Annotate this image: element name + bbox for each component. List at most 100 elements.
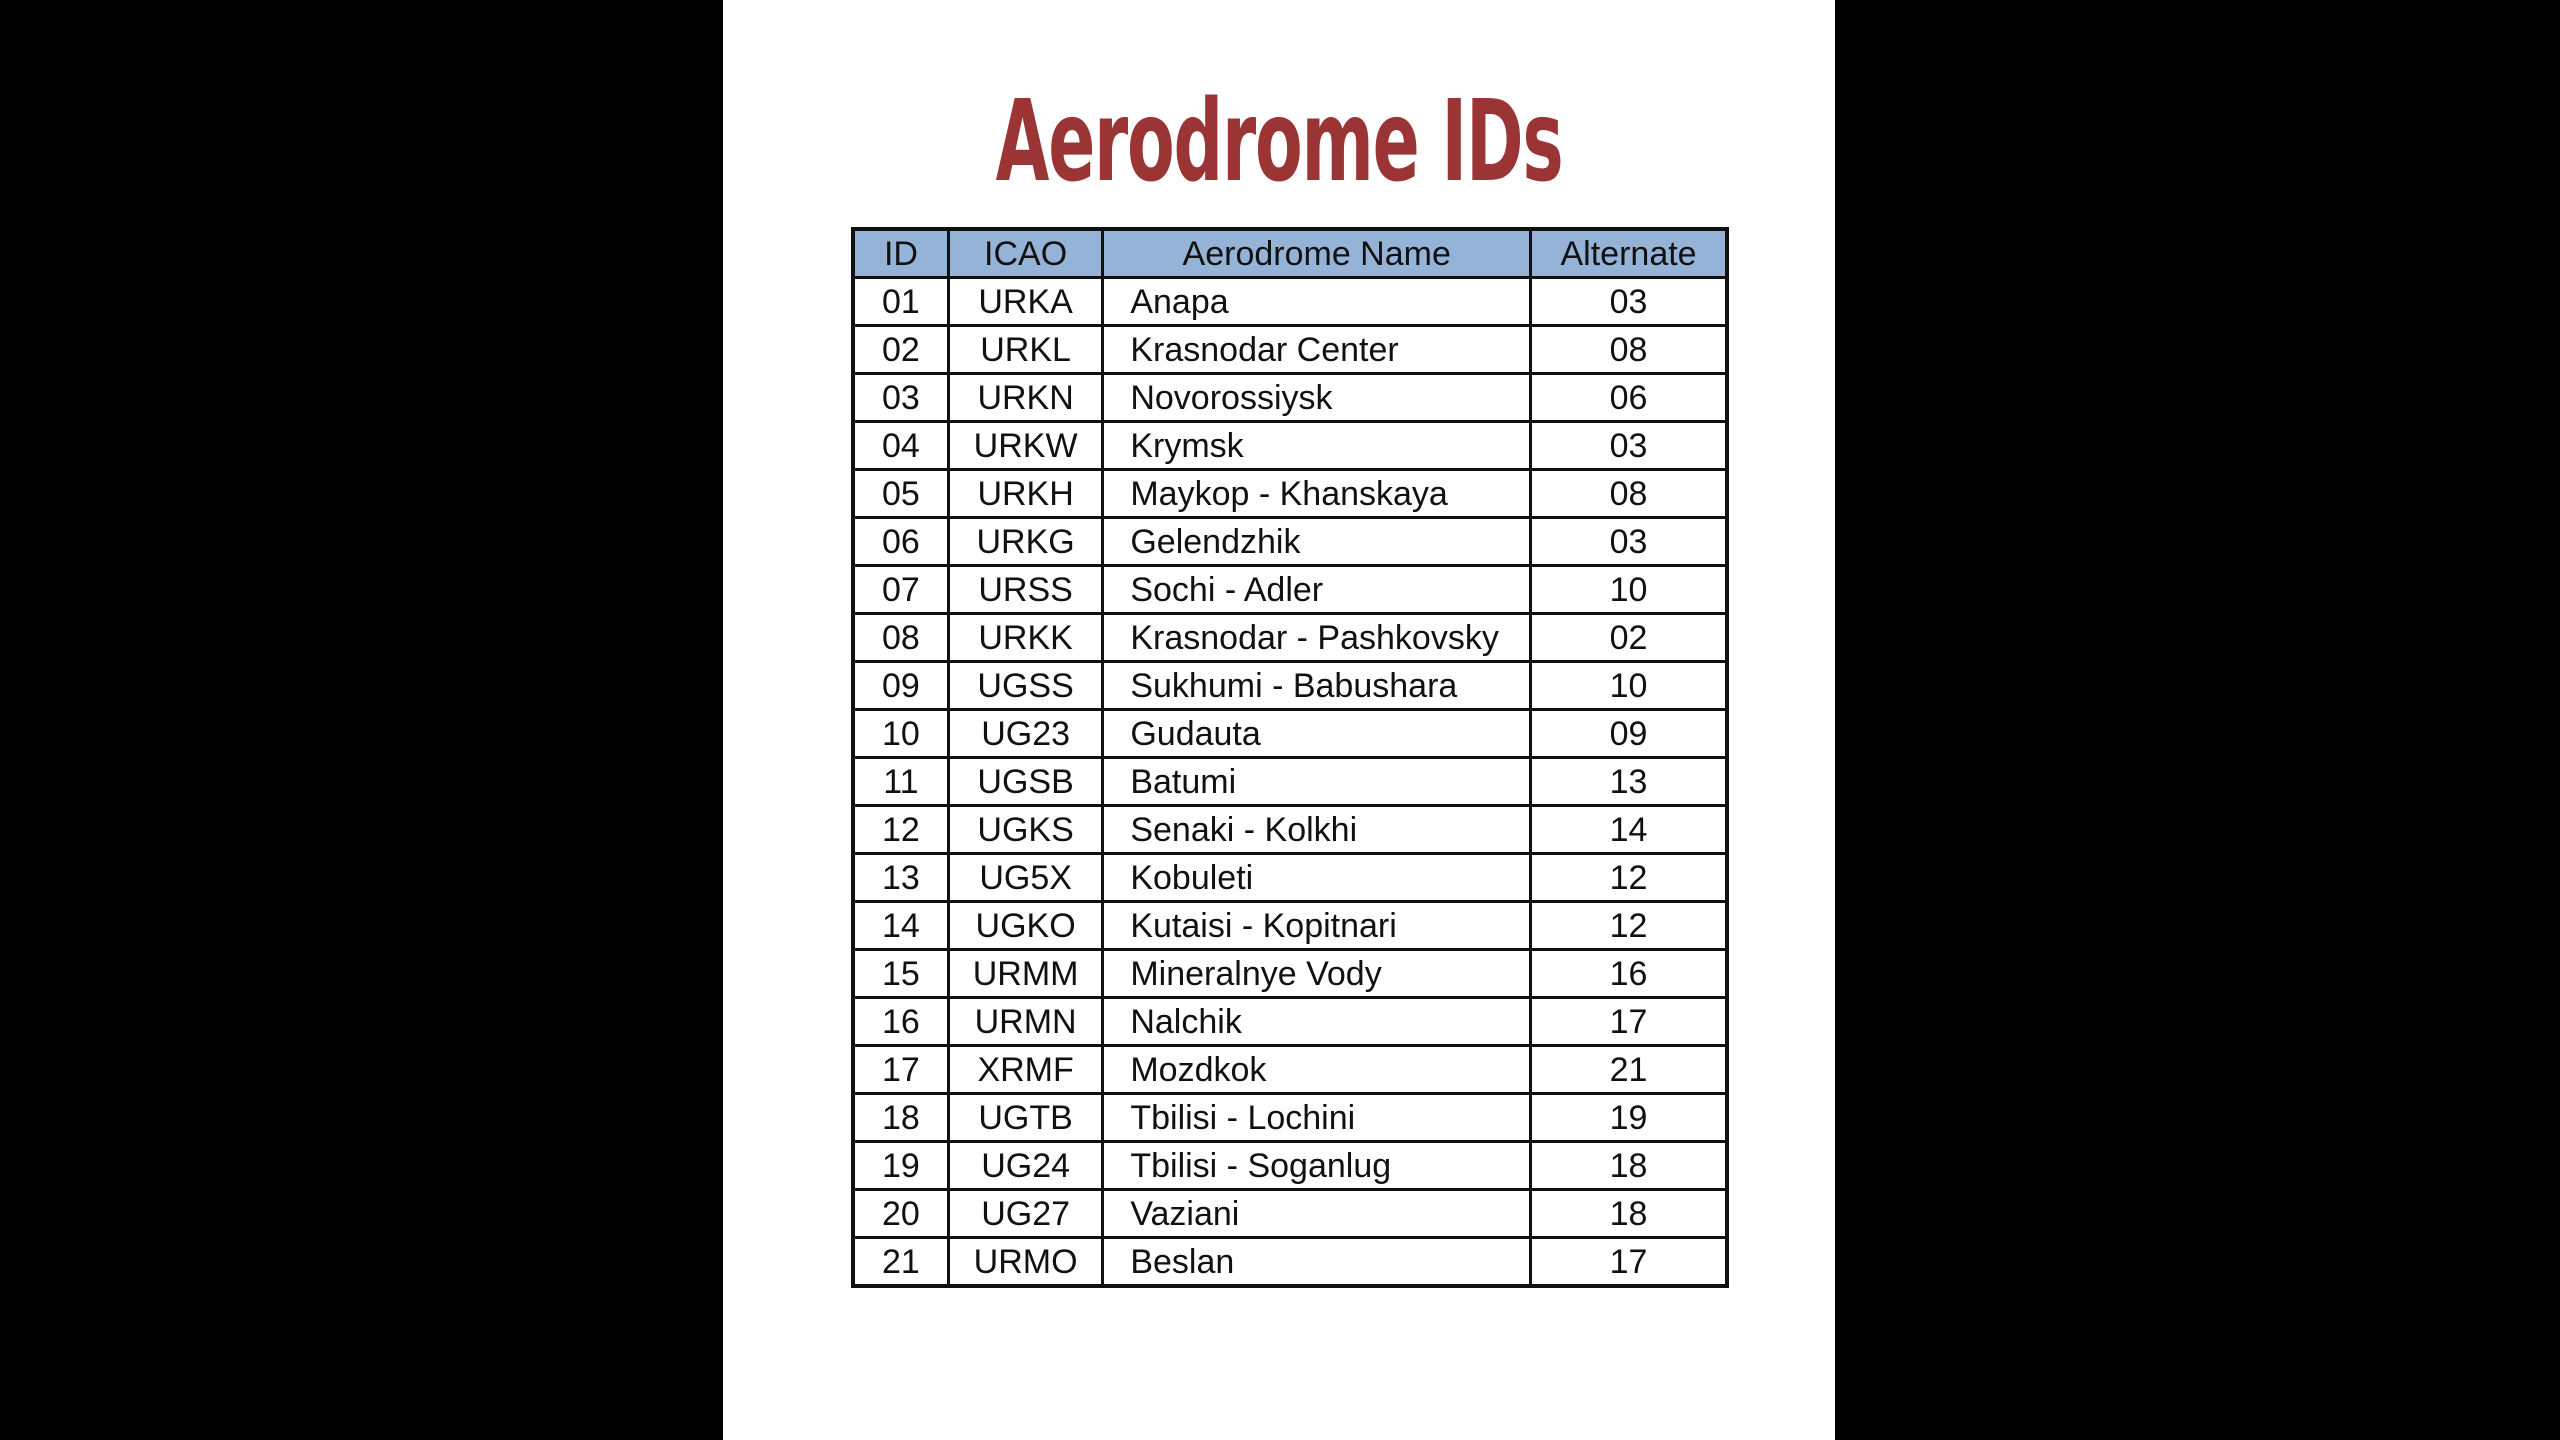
icao-cell: URMO xyxy=(946,1236,1105,1288)
id-cell: 09 xyxy=(851,660,950,711)
table-row: 02 URKL Krasnodar Center 08 xyxy=(851,324,1729,375)
table-row: 21 URMO Beslan 17 xyxy=(851,1236,1729,1288)
aerodrome-name-cell: Tbilisi - Soganlug xyxy=(1101,1140,1533,1191)
id-cell: 07 xyxy=(851,564,950,615)
aerodrome-name-cell: Kutaisi - Kopitnari xyxy=(1101,900,1533,951)
alternate-cell: 08 xyxy=(1529,468,1729,519)
aerodrome-name-cell: Anapa xyxy=(1101,276,1533,327)
id-cell: 04 xyxy=(851,420,950,471)
icao-cell: URKN xyxy=(946,372,1105,423)
icao-cell: UG23 xyxy=(946,708,1105,759)
aerodrome-name-cell: Mozdkok xyxy=(1101,1044,1533,1095)
table-row: 15 URMM Mineralnye Vody 16 xyxy=(851,948,1729,999)
icao-cell: URMM xyxy=(946,948,1105,999)
aerodrome-name-cell: Gudauta xyxy=(1101,708,1533,759)
id-cell: 03 xyxy=(851,372,950,423)
table-row: 13 UG5X Kobuleti 12 xyxy=(851,852,1729,903)
table-row: 19 UG24 Tbilisi - Soganlug 18 xyxy=(851,1140,1729,1191)
alternate-cell: 17 xyxy=(1529,996,1729,1047)
alternate-cell: 08 xyxy=(1529,324,1729,375)
aerodrome-name-cell: Senaki - Kolkhi xyxy=(1101,804,1533,855)
aerodrome-name-cell: Tbilisi - Lochini xyxy=(1101,1092,1533,1143)
id-cell: 06 xyxy=(851,516,950,567)
alternate-cell: 19 xyxy=(1529,1092,1729,1143)
aerodrome-name-cell: Vaziani xyxy=(1101,1188,1533,1239)
icao-cell: UG5X xyxy=(946,852,1105,903)
alternate-cell: 18 xyxy=(1529,1140,1729,1191)
table-row: 11 UGSB Batumi 13 xyxy=(851,756,1729,807)
table-row: 01 URKA Anapa 03 xyxy=(851,276,1729,327)
id-cell: 02 xyxy=(851,324,950,375)
table-row: 20 UG27 Vaziani 18 xyxy=(851,1188,1729,1239)
aerodrome-name-cell: Beslan xyxy=(1101,1236,1533,1288)
aerodrome-name-cell: Krymsk xyxy=(1101,420,1533,471)
icao-cell: UG27 xyxy=(946,1188,1105,1239)
aerodrome-table: ID ICAO Aerodrome Name Alternate 01 URKA A… xyxy=(851,227,1729,1288)
alternate-cell: 14 xyxy=(1529,804,1729,855)
table-row: 17 XRMF Mozdkok 21 xyxy=(851,1044,1729,1095)
table-row: 05 URKH Maykop - Khanskaya 08 xyxy=(851,468,1729,519)
icao-cell: UGKS xyxy=(946,804,1105,855)
id-cell: 14 xyxy=(851,900,950,951)
table-row: 07 URSS Sochi - Adler 10 xyxy=(851,564,1729,615)
id-cell: 20 xyxy=(851,1188,950,1239)
icao-cell: URKH xyxy=(946,468,1105,519)
icao-cell: URMN xyxy=(946,996,1105,1047)
id-cell: 13 xyxy=(851,852,950,903)
icao-cell: URKL xyxy=(946,324,1105,375)
icao-cell: URSS xyxy=(946,564,1105,615)
alternate-cell: 03 xyxy=(1529,276,1729,327)
document-page: Aerodrome IDs ID ICAO Aerodrome Name Alt… xyxy=(723,0,1835,1440)
aerodrome-name-cell: Mineralnye Vody xyxy=(1101,948,1533,999)
id-cell: 19 xyxy=(851,1140,950,1191)
icao-cell: UGSB xyxy=(946,756,1105,807)
id-cell: 16 xyxy=(851,996,950,1047)
aerodrome-name-cell: Novorossiysk xyxy=(1101,372,1533,423)
table-row: 04 URKW Krymsk 03 xyxy=(851,420,1729,471)
header-icao: ICAO xyxy=(946,227,1105,279)
alternate-cell: 12 xyxy=(1529,900,1729,951)
table-row: 06 URKG Gelendzhik 03 xyxy=(851,516,1729,567)
header-aerodrome-name: Aerodrome Name xyxy=(1101,227,1533,279)
table-header-row: ID ICAO Aerodrome Name Alternate xyxy=(851,227,1729,279)
table-row: 14 UGKO Kutaisi - Kopitnari 12 xyxy=(851,900,1729,951)
aerodrome-name-cell: Maykop - Khanskaya xyxy=(1101,468,1533,519)
alternate-cell: 10 xyxy=(1529,564,1729,615)
alternate-cell: 10 xyxy=(1529,660,1729,711)
id-cell: 18 xyxy=(851,1092,950,1143)
header-alternate: Alternate xyxy=(1529,227,1729,279)
table-row: 03 URKN Novorossiysk 06 xyxy=(851,372,1729,423)
id-cell: 21 xyxy=(851,1236,950,1288)
id-cell: 11 xyxy=(851,756,950,807)
icao-cell: UGSS xyxy=(946,660,1105,711)
table-row: 10 UG23 Gudauta 09 xyxy=(851,708,1729,759)
alternate-cell: 13 xyxy=(1529,756,1729,807)
alternate-cell: 18 xyxy=(1529,1188,1729,1239)
aerodrome-name-cell: Sukhumi - Babushara xyxy=(1101,660,1533,711)
table-row: 16 URMN Nalchik 17 xyxy=(851,996,1729,1047)
alternate-cell: 02 xyxy=(1529,612,1729,663)
page-title: Aerodrome IDs xyxy=(723,82,1835,202)
id-cell: 08 xyxy=(851,612,950,663)
id-cell: 17 xyxy=(851,1044,950,1095)
id-cell: 12 xyxy=(851,804,950,855)
table-row: 12 UGKS Senaki - Kolkhi 14 xyxy=(851,804,1729,855)
icao-cell: URKG xyxy=(946,516,1105,567)
id-cell: 01 xyxy=(851,276,950,327)
icao-cell: UGKO xyxy=(946,900,1105,951)
table-row: 08 URKK Krasnodar - Pashkovsky 02 xyxy=(851,612,1729,663)
id-cell: 15 xyxy=(851,948,950,999)
icao-cell: XRMF xyxy=(946,1044,1105,1095)
aerodrome-name-cell: Nalchik xyxy=(1101,996,1533,1047)
alternate-cell: 21 xyxy=(1529,1044,1729,1095)
icao-cell: UGTB xyxy=(946,1092,1105,1143)
aerodrome-name-cell: Sochi - Adler xyxy=(1101,564,1533,615)
aerodrome-name-cell: Gelendzhik xyxy=(1101,516,1533,567)
table-row: 09 UGSS Sukhumi - Babushara 10 xyxy=(851,660,1729,711)
alternate-cell: 17 xyxy=(1529,1236,1729,1288)
alternate-cell: 12 xyxy=(1529,852,1729,903)
icao-cell: URKA xyxy=(946,276,1105,327)
page-title-text: Aerodrome IDs xyxy=(995,77,1564,207)
alternate-cell: 06 xyxy=(1529,372,1729,423)
id-cell: 10 xyxy=(851,708,950,759)
